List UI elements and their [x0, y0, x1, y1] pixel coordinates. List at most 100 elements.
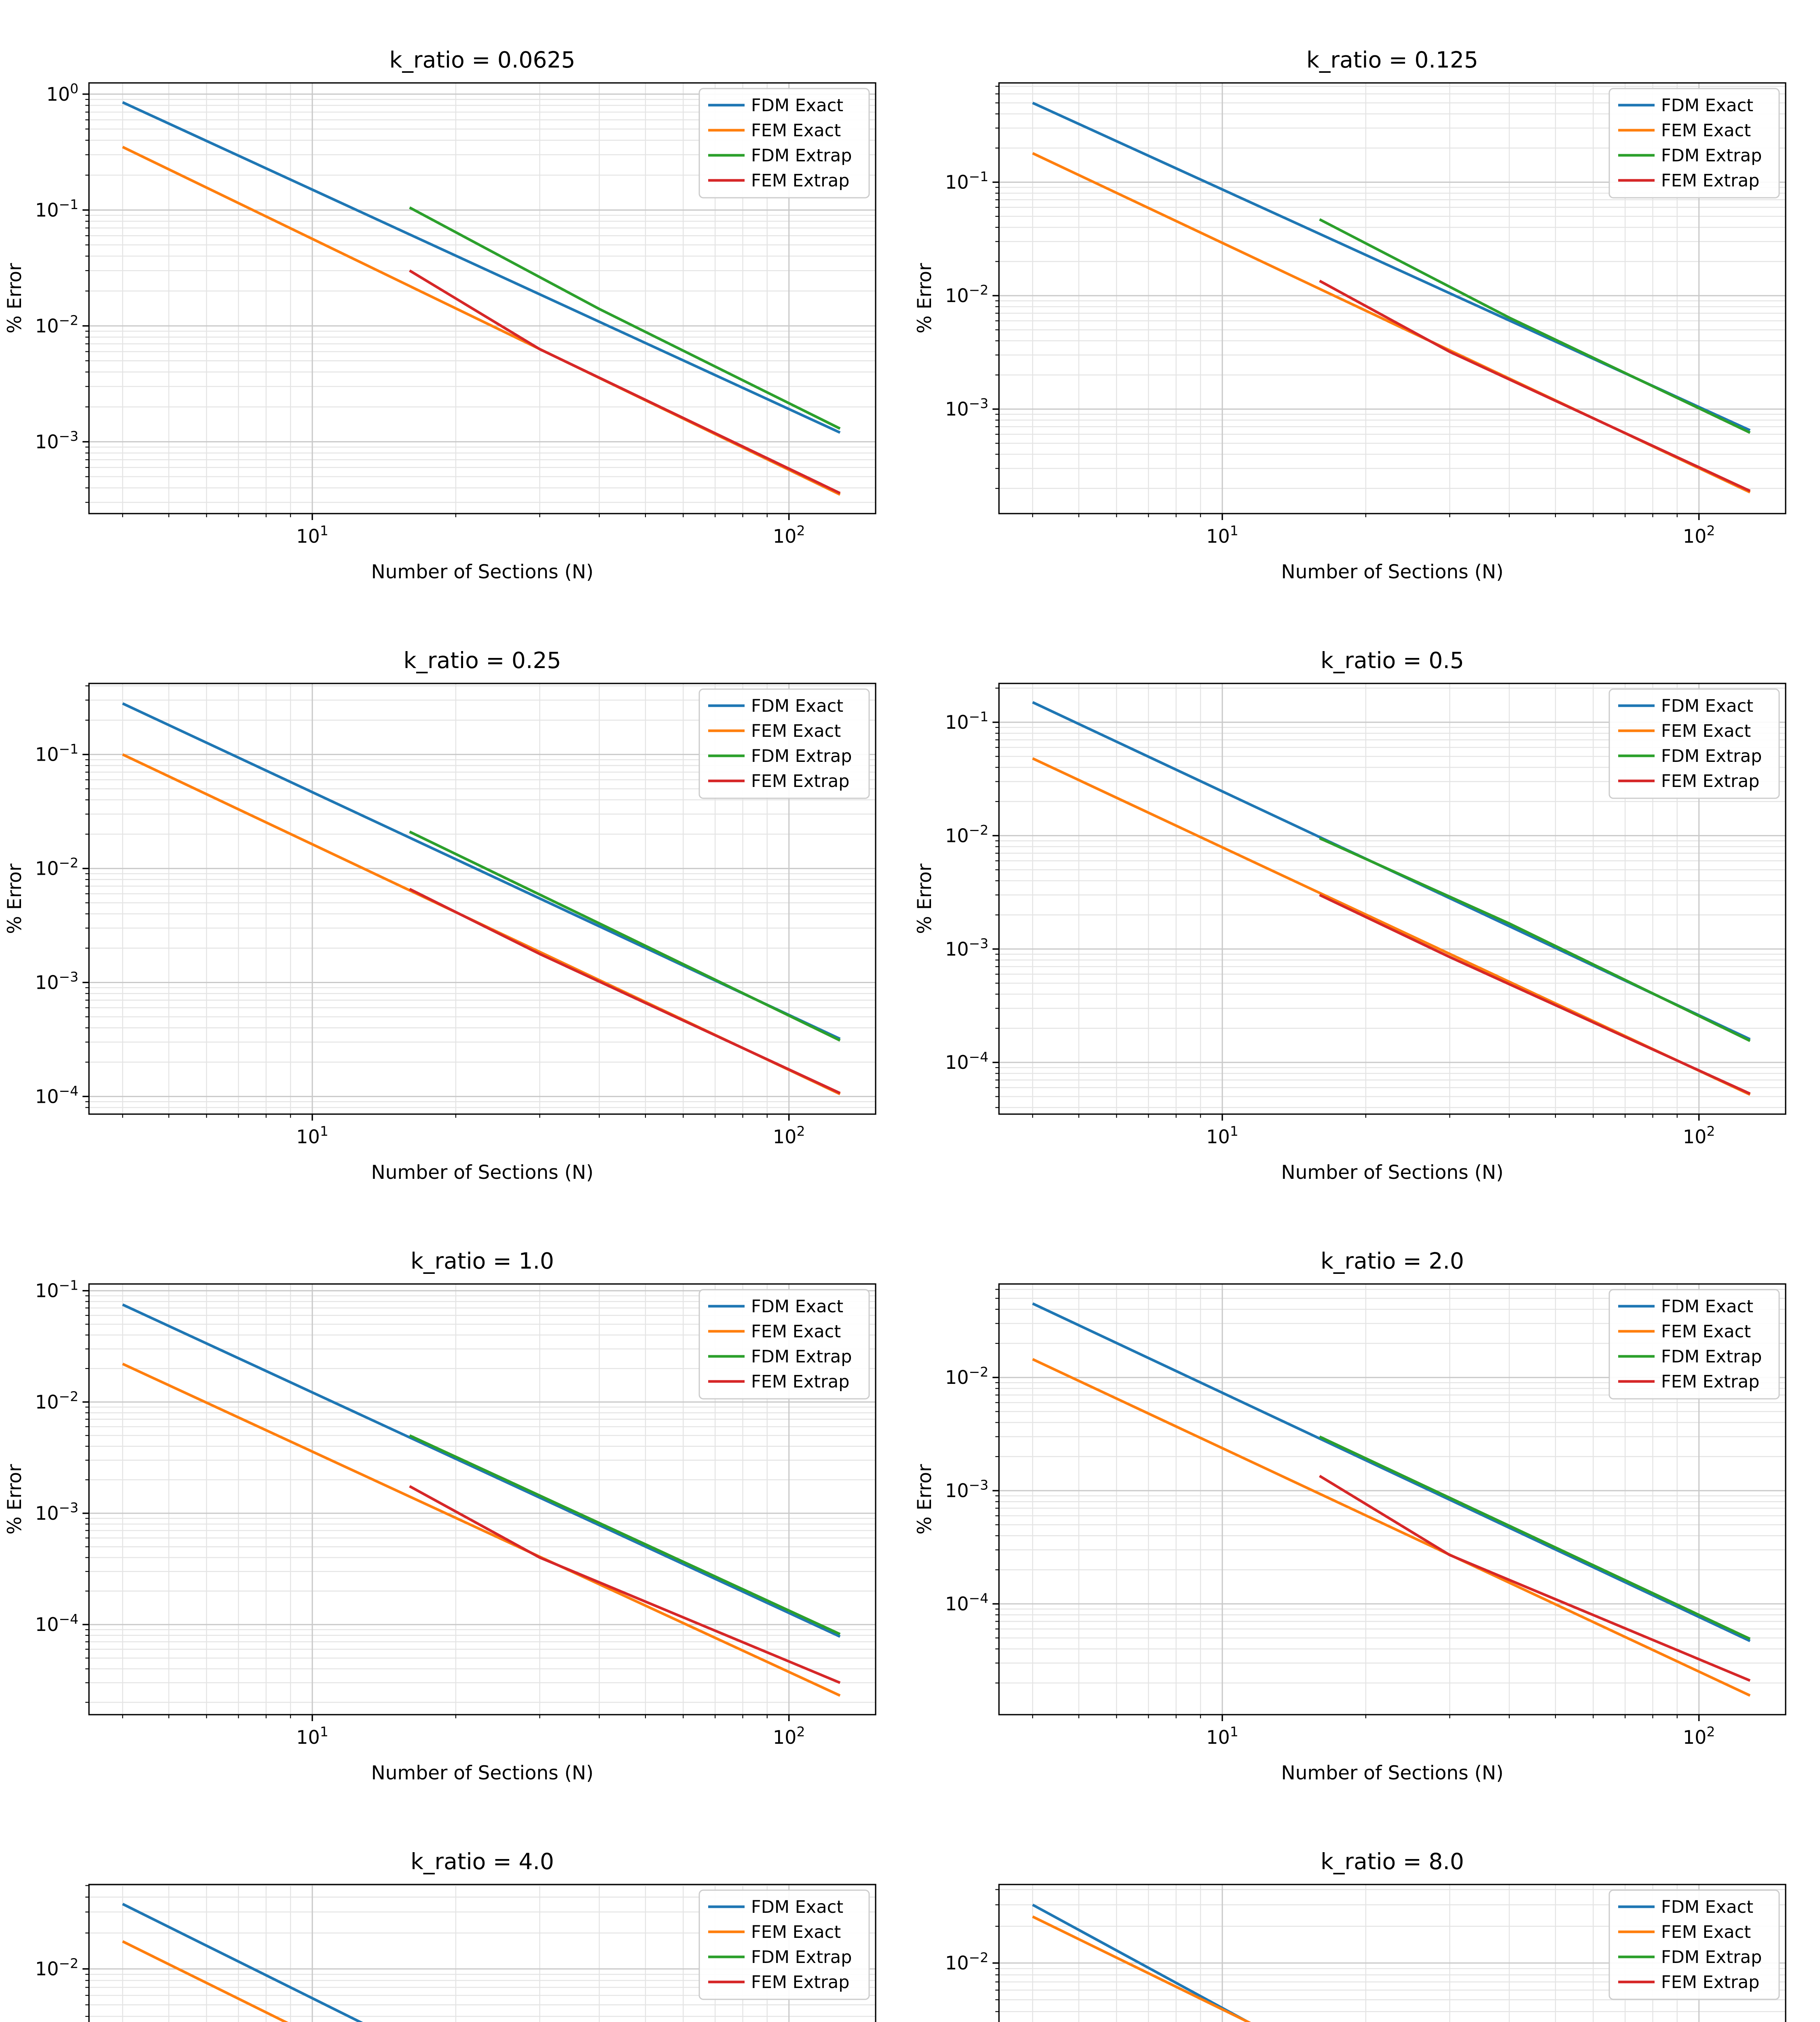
subplot-k-ratio-0-0625: 101 102 100 10−1 10−2 10−3 k_ratio = 0.0625 Num…: [0, 22, 910, 621]
y-tick-labels: 10−1 10−2 10−3 10−4: [35, 1277, 78, 1635]
y-axis-label: % Error: [914, 263, 936, 334]
legend-label-fem-extrap: FEM Extrap: [751, 771, 849, 791]
y-tick-label: 10−2: [35, 312, 78, 336]
y-tick-label: 10−1: [35, 1277, 78, 1301]
plot-title: k_ratio = 8.0: [1321, 1849, 1464, 1874]
series-lines: [122, 1903, 363, 2022]
legend-label-fem-exact: FEM Exact: [1661, 1922, 1751, 1942]
legend-label-fem-extrap: FEM Extrap: [751, 171, 849, 191]
series-lines: [122, 702, 841, 1096]
y-tick-labels: 10−1 10−2 10−3 10−4: [35, 741, 78, 1107]
legend-box: [1608, 1889, 1780, 2000]
subplot-k-ratio-0-125: 101 102 10−1 10−2 10−3 k_ratio = 0.125 Number …: [910, 22, 1820, 621]
x-tick-labels: 101 102: [296, 1724, 805, 1748]
series-line-fdm-extrap: [1319, 218, 1751, 434]
y-tick-label: 10−1: [945, 169, 988, 193]
y-axis-label: % Error: [914, 1464, 936, 1535]
y-axis-label: % Error: [4, 263, 26, 334]
plot-title: k_ratio = 0.125: [1306, 47, 1478, 73]
series-line-fdm-exact: [1032, 1904, 1251, 2022]
series-line-fem-extrap: [409, 269, 841, 495]
series-line-fdm-extrap: [409, 1434, 841, 1635]
legend-label-fem-exact: FEM Exact: [751, 721, 841, 741]
tick-marks: [83, 1885, 89, 2017]
y-tick-label: 10−2: [945, 282, 988, 307]
subplot-k-ratio-2-0: 101 102 10−2 10−3 10−4 k_ratio = 2.0 Number of…: [910, 1223, 1820, 1822]
x-tick-label: 102: [773, 523, 805, 547]
x-tick-label: 102: [1683, 523, 1715, 547]
x-axis-label: Number of Sections (N): [371, 1762, 594, 1784]
grid-minor: [999, 683, 1786, 1114]
axes-spines: [88, 1283, 876, 1715]
legend-label-fem-exact: FEM Exact: [751, 1322, 841, 1342]
y-tick-label: 10−2: [35, 1388, 78, 1413]
x-tick-label: 102: [773, 1724, 805, 1748]
y-tick-label: 100: [46, 80, 78, 105]
legend: FDM Exact FEM Exact FDM Extrap FEM Extrap: [698, 1289, 870, 1400]
legend-label-fem-exact: FEM Exact: [751, 1922, 841, 1942]
series-line-fdm-exact: [122, 101, 841, 434]
plot-title: k_ratio = 0.25: [404, 647, 561, 673]
legend: FDM Exact FEM Exact FDM Extrap FEM Extrap: [698, 88, 870, 199]
legend-label-fem-exact: FEM Exact: [1661, 121, 1751, 141]
series-line-fdm-extrap: [409, 830, 841, 1042]
legend-label-fem-exact: FEM Exact: [1661, 1322, 1751, 1342]
legend-label-fem-extrap: FEM Extrap: [751, 1372, 849, 1392]
subplot-canvas-k-ratio-2-0: 101 102 10−2 10−3 10−4 k_ratio = 2.0 Number of…: [914, 1248, 1786, 1784]
series-line-fem-exact: [1032, 1915, 1251, 2022]
axes-spines: [88, 683, 876, 1115]
series-lines: [1032, 1302, 1751, 1697]
axes-spines: [88, 82, 876, 514]
y-tick-labels: 10−210−310−4: [945, 1364, 988, 1615]
x-tick-label: 101: [1206, 1724, 1238, 1748]
y-tick-label: 10−4: [945, 1591, 988, 1615]
y-tick-label: 10−2: [945, 1364, 988, 1388]
legend: FDM Exact FEM Exact FDM Extrap FEM Extrap: [1608, 1289, 1780, 1400]
legend-label-fem-extrap: FEM Extrap: [1661, 1372, 1759, 1392]
y-axis-label: % Error: [914, 863, 936, 934]
series-line-fem-exact: [122, 1362, 841, 1697]
subplot-canvas-k-ratio-0-125: 101 102 10−1 10−2 10−3 k_ratio = 0.125 Number …: [914, 47, 1786, 583]
y-tick-label: 10−4: [35, 1083, 78, 1107]
grid-major: [89, 83, 876, 514]
y-tick-label: 10−3: [945, 935, 988, 960]
legend: FDM Exact FEM Exact FDM Extrap FEM Extrap: [698, 688, 870, 799]
legend: FDM Exact FEM Exact FDM Extrap FEM Extrap: [1608, 88, 1780, 199]
legend-label-fdm-exact: FDM Exact: [1661, 696, 1753, 716]
y-axis-label: % Error: [4, 863, 26, 934]
tick-marks: [993, 86, 1700, 520]
y-tick-label: 10−4: [945, 1049, 988, 1073]
legend-label-fdm-extrap: FDM Extrap: [751, 1947, 852, 1967]
grid-minor: [89, 683, 876, 1114]
series-lines: [1032, 1904, 1251, 2022]
x-tick-label: 102: [1683, 1123, 1715, 1148]
y-tick-label: 10−1: [35, 197, 78, 221]
legend-label-fdm-exact: FDM Exact: [751, 696, 843, 716]
legend-box: [698, 1289, 870, 1400]
legend-label-fdm-extrap: FDM Extrap: [1661, 1947, 1762, 1967]
y-tick-label: 10−3: [35, 969, 78, 993]
legend-label-fem-exact: FEM Exact: [1661, 721, 1751, 741]
y-tick-labels: 10−1 10−2 10−3 10−4: [945, 709, 988, 1074]
legend-box: [698, 1889, 870, 2000]
legend: FDM Exact FEM Exact FDM Extrap FEM Extrap: [698, 1889, 870, 2000]
x-tick-labels: 101 102: [296, 1123, 805, 1148]
plot-title: k_ratio = 2.0: [1321, 1248, 1464, 1274]
legend-label-fdm-exact: FDM Exact: [1661, 1297, 1753, 1317]
plot-title: k_ratio = 0.5: [1321, 647, 1464, 673]
subplot-k-ratio-0-25: 101 102 10−1 10−2 10−3 10−4 k_ratio = 0.25 Numb…: [0, 623, 910, 1221]
subplot-k-ratio-1-0: 101 102 10−1 10−2 10−3 10−4 k_ratio = 1.0 Numbe…: [0, 1223, 910, 1822]
x-axis-label: Number of Sections (N): [1281, 1161, 1504, 1184]
series-lines: [122, 101, 841, 496]
x-tick-label: 101: [1206, 523, 1238, 547]
y-tick-labels: 10−210−310−4: [945, 1950, 988, 1974]
plot-title: k_ratio = 4.0: [411, 1849, 554, 1874]
series-line-fdm-extrap: [409, 206, 841, 430]
tick-marks: [83, 93, 790, 520]
tick-marks: [83, 1290, 790, 1721]
y-tick-label: 10−1: [945, 709, 988, 733]
